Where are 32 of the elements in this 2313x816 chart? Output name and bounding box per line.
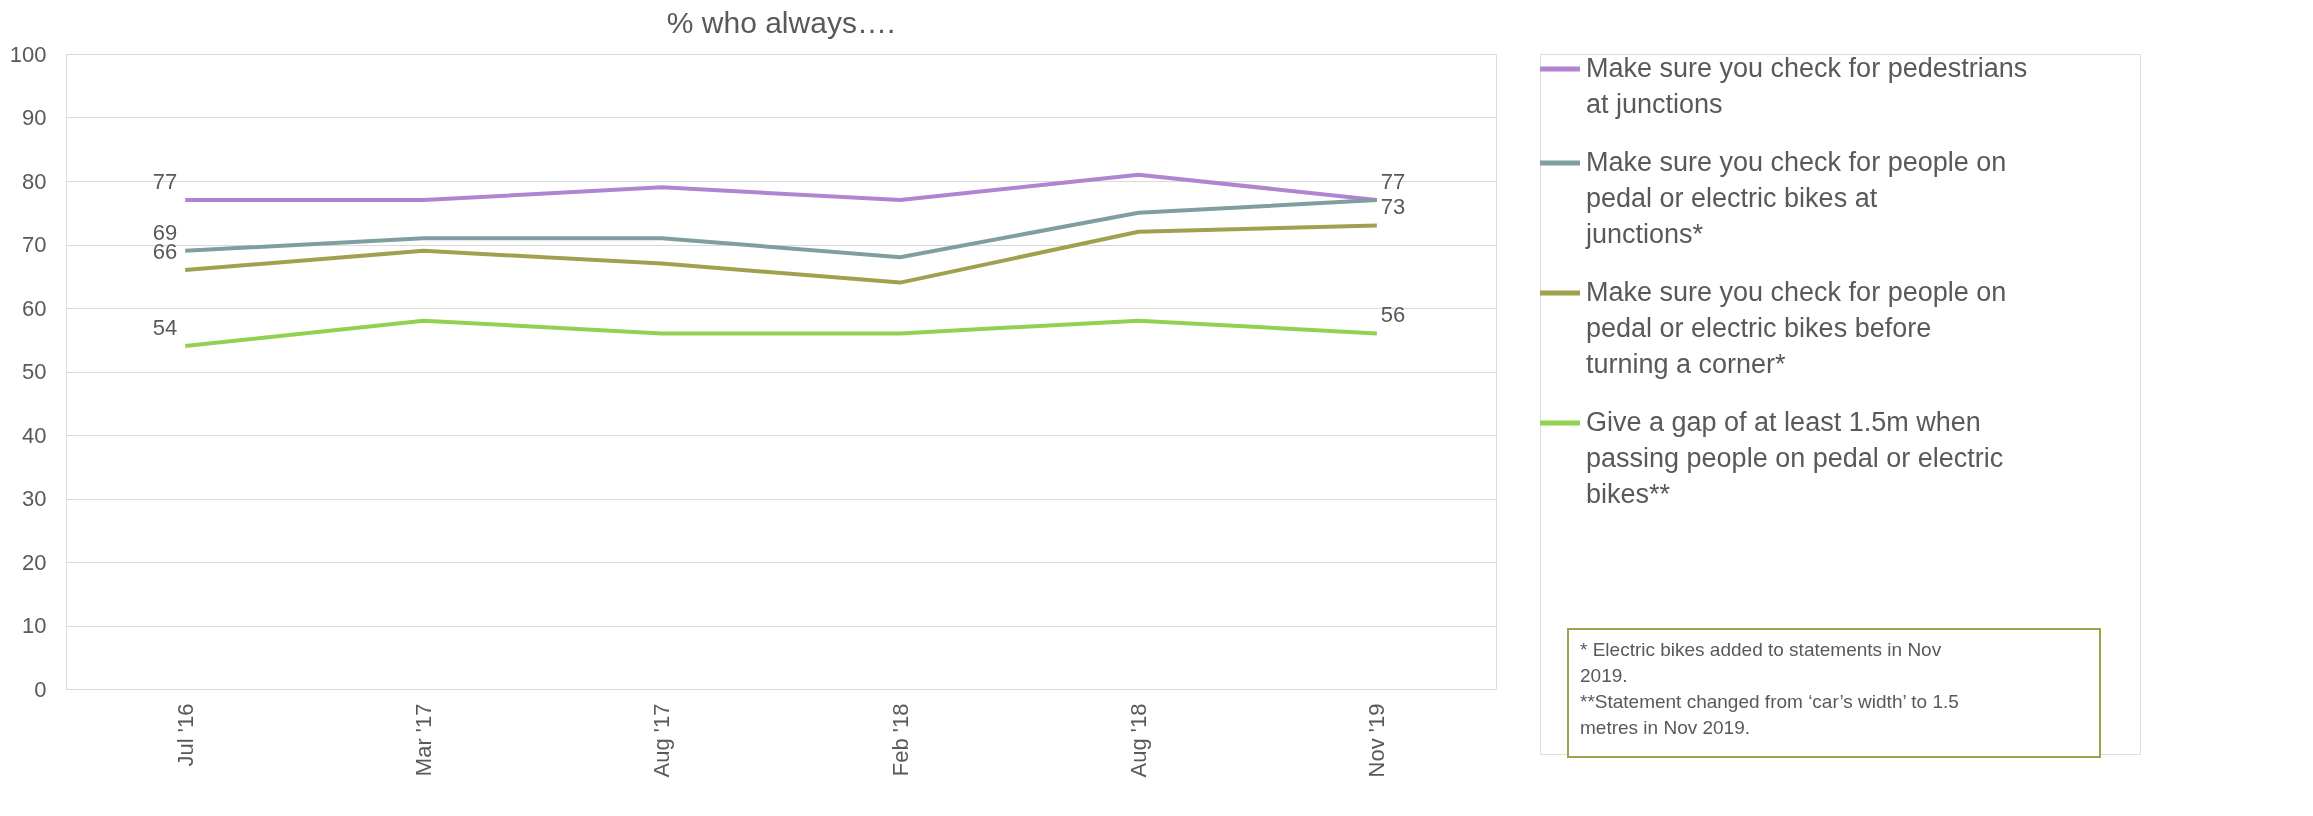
legend-label: Give a gap of at least 1.5m when passing people on pedal or electric bikes**: [1586, 407, 2004, 509]
x-tick-label: Aug '18: [1126, 703, 1151, 778]
y-tick-label: 60: [22, 295, 47, 321]
data-label: 69: [152, 219, 178, 245]
data-label: 77: [1380, 169, 1406, 195]
y-tick-label: 30: [22, 486, 47, 511]
text: * Electric bikes added to statements in Nov 2019.: [1580, 639, 1942, 686]
y-tick-label: 50: [22, 359, 47, 384]
y-tick-label: 20: [22, 549, 47, 575]
legend-label: Make sure you check for people on pedal or electric bikes at junctions*: [1585, 147, 2007, 249]
x-tick-label: Aug '17: [649, 703, 675, 778]
legend-label: Make sure you check for pedestrians at junctions: [1586, 53, 2028, 119]
text: **Statement changed from ‘car’s width’ to 1.5 metres in Nov 2019.: [1580, 691, 1959, 738]
chart-title: % who always….: [666, 6, 896, 39]
data-label: 77: [152, 169, 178, 195]
y-tick-label: 70: [22, 232, 47, 257]
y-tick-label: 0: [34, 676, 47, 702]
y-tick-label: 10: [22, 613, 47, 638]
line-series: [183, 223, 1379, 285]
y-tick-label: 90: [22, 105, 47, 130]
x-tick-label: Jul '16: [172, 703, 198, 767]
legend-label: Make sure you check for people on pedal or electric bikes before turning a corner*: [1586, 277, 2007, 379]
data-label: 54: [152, 315, 178, 341]
y-tick-label: 40: [22, 422, 47, 448]
data-label: 56: [1380, 302, 1406, 328]
x-tick-label: Mar '17: [411, 703, 436, 777]
data-label: 73: [1380, 194, 1406, 220]
x-tick-label: Nov '19: [1364, 703, 1390, 778]
x-tick-label: Feb '18: [887, 703, 913, 777]
y-tick-label: 80: [22, 168, 47, 194]
y-tick-label: 100: [9, 41, 47, 67]
line-series: [183, 198, 1379, 260]
